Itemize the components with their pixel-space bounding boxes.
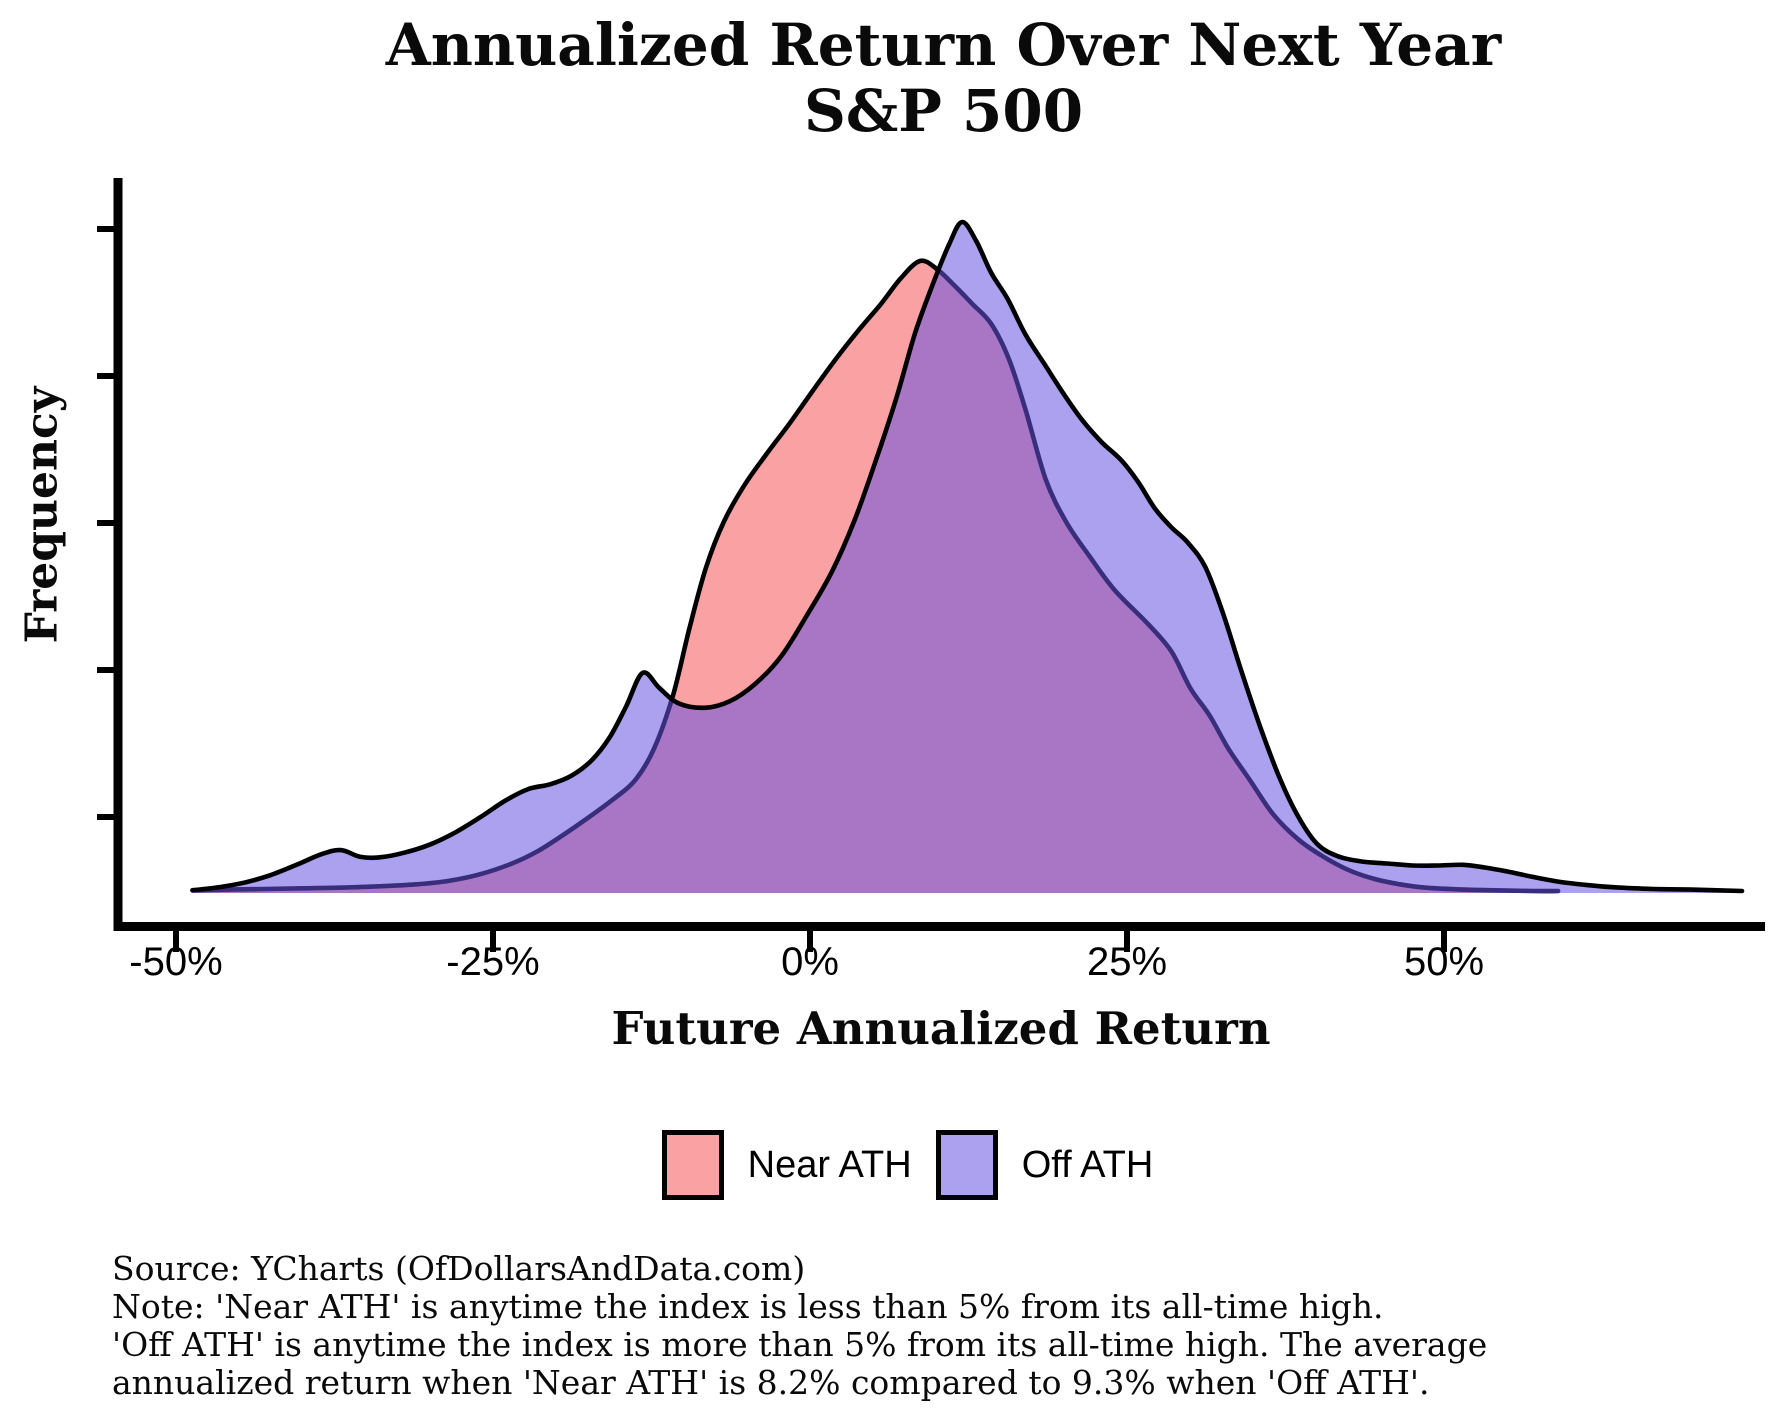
legend-swatch — [661, 1130, 724, 1200]
chart-title-line1: Annualized Return Over Next Year — [385, 11, 1502, 79]
x-tick-label: 50% — [1403, 940, 1485, 984]
density-outline-off-ath — [190, 219, 1745, 894]
density-area-off-ath — [192, 221, 1742, 893]
legend-item-near-ath: Near ATH — [661, 1130, 912, 1200]
x-tick-label: -25% — [446, 940, 540, 984]
footnote-note-1: Note: 'Near ATH' is anytime the index is… — [112, 1287, 1384, 1326]
legend-swatch — [935, 1130, 998, 1200]
chart-title: Annualized Return Over Next Year S&P 500 — [116, 12, 1771, 144]
chart-title-line2: S&P 500 — [803, 77, 1084, 145]
footnote-note-3: annualized return when 'Near ATH' is 8.2… — [112, 1363, 1430, 1402]
x-axis-title: Future Annualized Return — [611, 1002, 1271, 1055]
y-axis-title: Frequency — [16, 386, 68, 644]
footnote-source: Source: YCharts (OfDollarsAndData.com) — [112, 1249, 806, 1288]
footnote: Source: YCharts (OfDollarsAndData.com) N… — [112, 1250, 1487, 1402]
x-tick-label: 0% — [781, 940, 839, 984]
legend-item-off-ath: Off ATH — [935, 1130, 1154, 1200]
x-tick-label: 25% — [1086, 940, 1168, 984]
axes-frame — [113, 178, 1765, 931]
legend-label: Near ATH — [747, 1143, 912, 1186]
x-tick-label: -50% — [129, 940, 223, 984]
legend: Near ATH Off ATH — [44, 1130, 1771, 1200]
legend-label: Off ATH — [1021, 1143, 1154, 1186]
footnote-note-2: 'Off ATH' is anytime the index is more t… — [112, 1325, 1488, 1364]
